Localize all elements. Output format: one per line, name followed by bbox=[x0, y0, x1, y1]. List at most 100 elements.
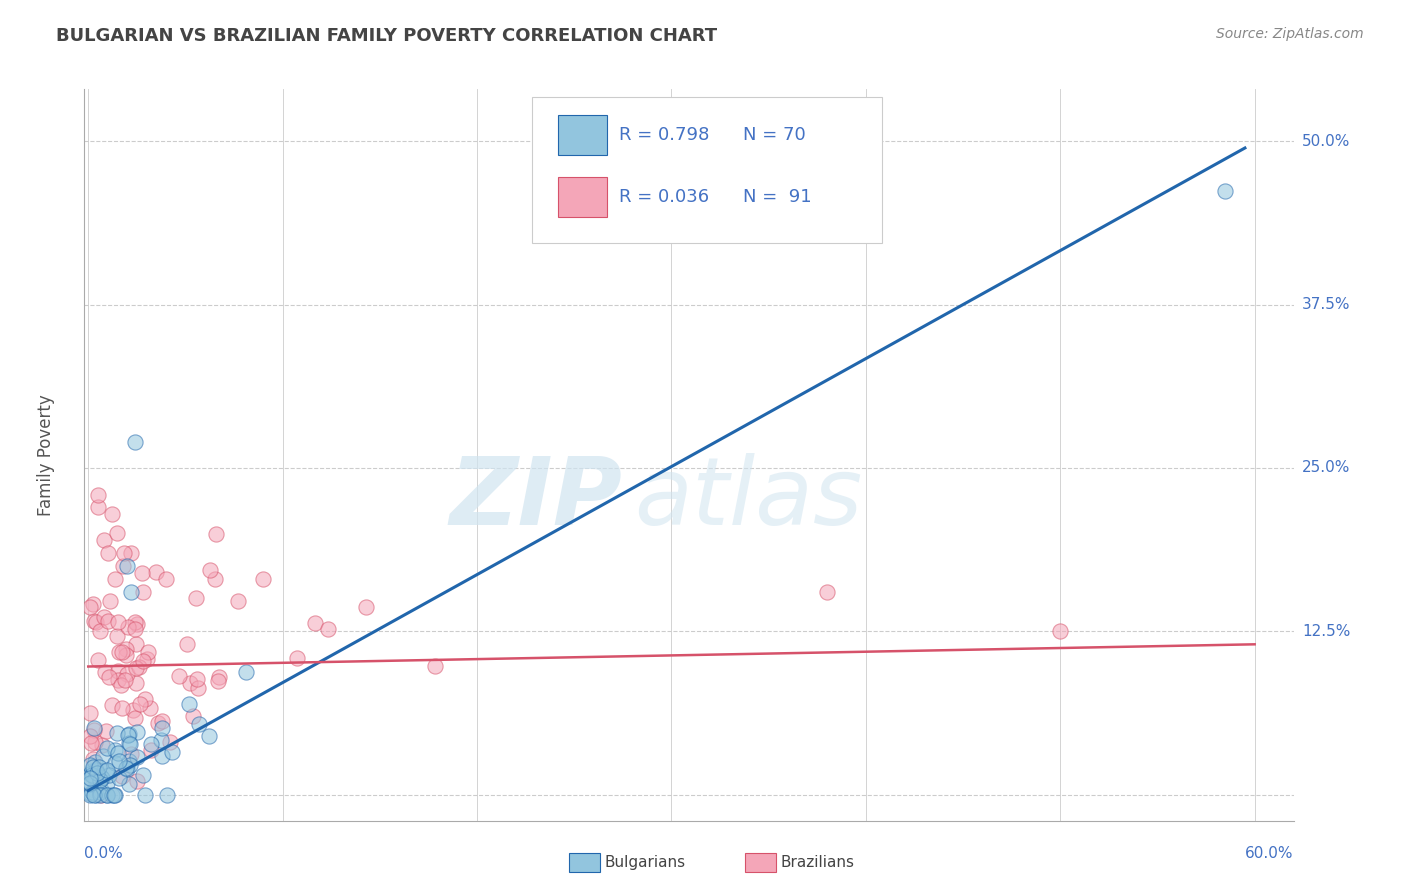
Point bbox=[89, 773, 111, 788]
Text: R = 0.798: R = 0.798 bbox=[619, 126, 709, 144]
Point bbox=[125, 637, 148, 651]
Point bbox=[94, 724, 117, 739]
Text: BULGARIAN VS BRAZILIAN FAMILY POVERTY CORRELATION CHART: BULGARIAN VS BRAZILIAN FAMILY POVERTY CO… bbox=[56, 27, 717, 45]
Point bbox=[134, 788, 156, 802]
Point bbox=[176, 637, 198, 651]
Text: Family Poverty: Family Poverty bbox=[37, 394, 55, 516]
Point bbox=[124, 615, 146, 629]
Point bbox=[79, 788, 101, 802]
Text: 25.0%: 25.0% bbox=[1302, 460, 1350, 475]
Point bbox=[117, 620, 139, 634]
Point bbox=[150, 714, 173, 728]
Point bbox=[120, 546, 142, 560]
Point bbox=[110, 678, 132, 692]
Point bbox=[159, 734, 181, 748]
Point bbox=[118, 754, 141, 768]
Point bbox=[86, 766, 108, 780]
Point bbox=[84, 788, 107, 802]
Point bbox=[97, 615, 120, 629]
Point bbox=[139, 701, 162, 715]
Point bbox=[96, 776, 118, 790]
FancyBboxPatch shape bbox=[558, 115, 607, 155]
Point bbox=[125, 725, 148, 739]
Point bbox=[84, 764, 107, 778]
Point bbox=[97, 546, 120, 560]
Point bbox=[101, 698, 124, 712]
Point bbox=[83, 721, 105, 735]
Point bbox=[94, 665, 117, 679]
Point bbox=[110, 769, 132, 783]
Text: Brazilians: Brazilians bbox=[780, 855, 855, 870]
Point bbox=[181, 709, 204, 723]
Point bbox=[252, 572, 274, 586]
Point bbox=[79, 767, 101, 781]
Point bbox=[97, 670, 120, 684]
Point bbox=[141, 737, 163, 751]
Point bbox=[80, 736, 103, 750]
Point bbox=[304, 616, 326, 631]
Point bbox=[96, 788, 118, 802]
Point bbox=[87, 500, 110, 515]
Point bbox=[107, 526, 129, 541]
Point bbox=[125, 774, 148, 789]
Point bbox=[150, 749, 173, 764]
Point bbox=[146, 715, 169, 730]
Text: 37.5%: 37.5% bbox=[1302, 297, 1350, 312]
Point bbox=[90, 770, 112, 784]
Point bbox=[139, 742, 162, 756]
Point bbox=[167, 668, 190, 682]
Point bbox=[96, 763, 118, 777]
Point bbox=[90, 788, 112, 802]
Point bbox=[117, 728, 139, 742]
Point bbox=[136, 652, 159, 666]
FancyBboxPatch shape bbox=[558, 177, 607, 218]
Point bbox=[82, 760, 104, 774]
Point bbox=[80, 787, 103, 801]
Point bbox=[83, 723, 105, 737]
Point bbox=[184, 591, 207, 605]
Point bbox=[117, 667, 139, 681]
Text: Source: ZipAtlas.com: Source: ZipAtlas.com bbox=[1216, 27, 1364, 41]
Point bbox=[124, 434, 146, 449]
Point bbox=[104, 743, 127, 757]
Text: N =  91: N = 91 bbox=[744, 187, 813, 206]
Point bbox=[156, 788, 179, 802]
Point bbox=[90, 783, 112, 797]
Point bbox=[79, 600, 101, 615]
Point bbox=[204, 572, 226, 586]
Point bbox=[125, 750, 148, 764]
Point bbox=[128, 660, 150, 674]
Point bbox=[79, 777, 101, 791]
Point bbox=[90, 771, 112, 785]
Point bbox=[98, 768, 121, 782]
Point bbox=[115, 762, 138, 776]
Text: 0.0%: 0.0% bbox=[84, 846, 124, 861]
Text: N = 70: N = 70 bbox=[744, 126, 806, 144]
Point bbox=[188, 716, 211, 731]
Point bbox=[80, 785, 103, 799]
Point bbox=[86, 488, 108, 502]
Point bbox=[83, 614, 105, 628]
Point bbox=[83, 772, 105, 786]
Point bbox=[112, 546, 135, 560]
Point bbox=[87, 653, 110, 667]
Point bbox=[91, 738, 114, 752]
Point bbox=[1049, 624, 1071, 639]
Point bbox=[91, 748, 114, 763]
Point bbox=[198, 729, 221, 743]
Point bbox=[79, 729, 101, 743]
Point bbox=[115, 648, 138, 662]
Point bbox=[122, 703, 145, 717]
Point bbox=[150, 733, 173, 747]
Point bbox=[187, 681, 209, 696]
Point bbox=[84, 734, 107, 748]
Point bbox=[89, 784, 111, 798]
Point bbox=[108, 771, 131, 785]
Point bbox=[82, 598, 104, 612]
Point bbox=[105, 726, 128, 740]
Point bbox=[104, 788, 127, 802]
Point bbox=[100, 507, 122, 521]
Point bbox=[93, 609, 115, 624]
Point bbox=[104, 756, 127, 770]
Point bbox=[208, 669, 231, 683]
